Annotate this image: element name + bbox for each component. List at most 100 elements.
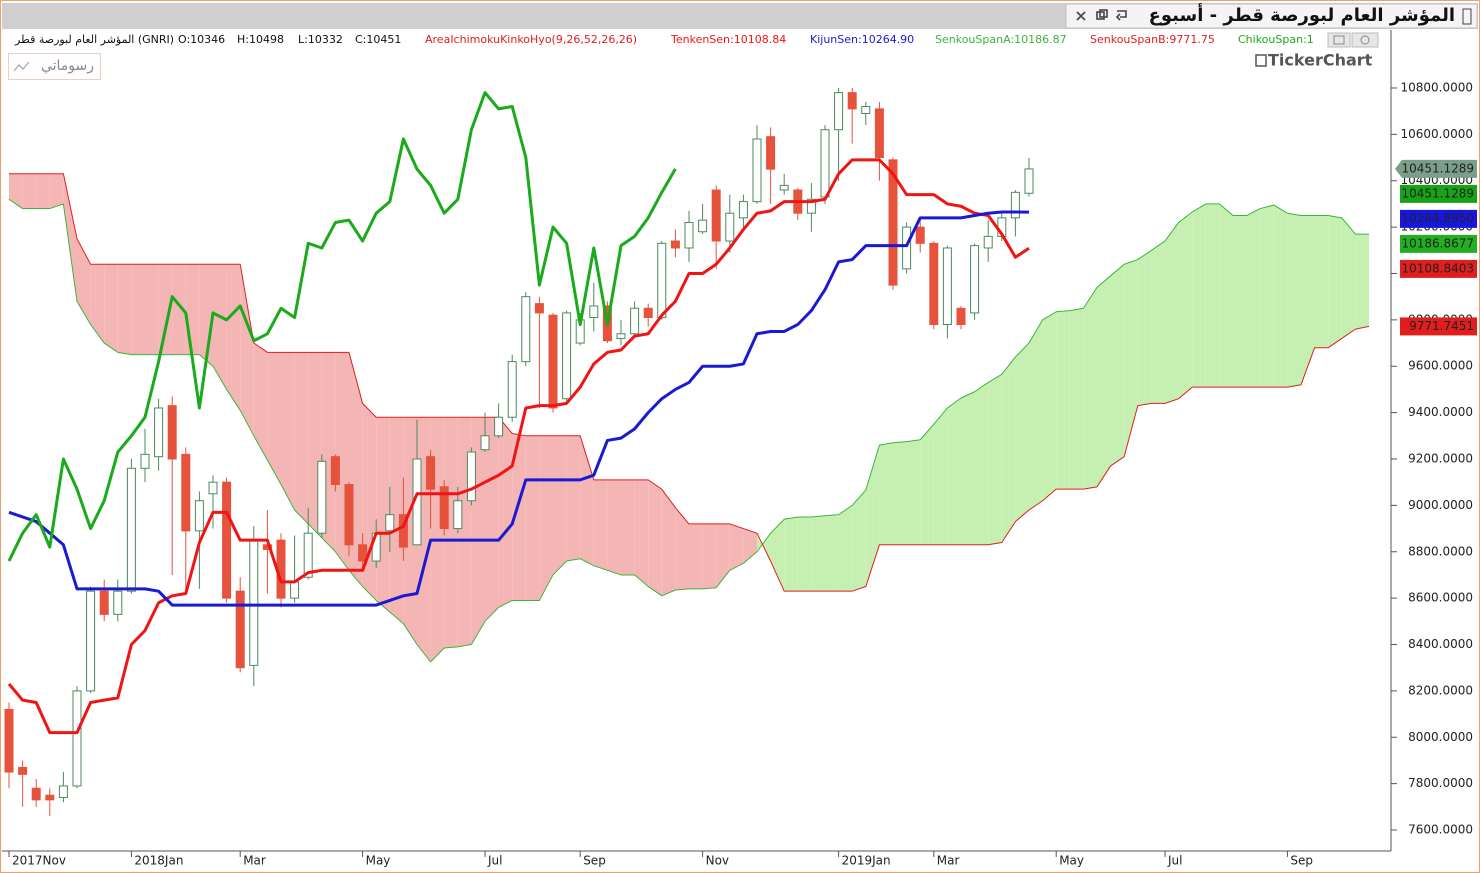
cloud xyxy=(389,417,404,624)
cloud xyxy=(1165,222,1179,404)
cloud xyxy=(104,264,118,353)
cloud xyxy=(689,523,703,589)
cloud xyxy=(906,439,921,545)
candle-body xyxy=(534,303,544,314)
y-tick-label: 10800.0000 xyxy=(1400,80,1473,94)
candle-body xyxy=(806,198,816,214)
x-tick-label: Jul xyxy=(487,854,502,868)
y-tick-label: 8800.0000 xyxy=(1408,544,1473,558)
candle-body xyxy=(31,787,41,801)
cloud xyxy=(1233,215,1247,388)
detach-icon[interactable] xyxy=(1115,10,1127,21)
legend-entry: KijunSen:10264.90 xyxy=(810,33,914,46)
ohlc-label: O:10346 xyxy=(178,33,225,46)
candle-body xyxy=(303,532,313,578)
tab-handle xyxy=(1462,8,1472,25)
cloud xyxy=(553,435,567,575)
indicator-label: AreaIchimokuKinkoHyo(9,26,52,26,26) xyxy=(425,33,637,46)
cloud xyxy=(784,516,798,592)
legend-entry: ChikouSpan:1 xyxy=(1238,33,1314,46)
cloud xyxy=(539,435,553,601)
candle-body xyxy=(358,544,368,562)
panel-icon xyxy=(1333,35,1345,45)
cloud xyxy=(961,391,975,545)
cloud xyxy=(213,264,227,390)
price-badge-label: 10451.1289 xyxy=(1401,186,1474,200)
window-icons xyxy=(1076,8,1472,25)
cloud xyxy=(1151,241,1165,404)
candle-body xyxy=(317,460,327,534)
cloud xyxy=(158,264,173,355)
cloud xyxy=(580,435,594,566)
cloud xyxy=(240,264,254,436)
cloud xyxy=(90,264,105,344)
drawings-button-label[interactable]: رسوماتي xyxy=(41,58,94,74)
y-tick-label: 9400.0000 xyxy=(1408,405,1473,419)
cloud xyxy=(226,264,241,411)
cloud xyxy=(63,173,77,302)
settings-button[interactable] xyxy=(1351,32,1379,48)
cloud xyxy=(879,442,893,545)
cloud xyxy=(77,238,91,325)
y-tick-label: 7800.0000 xyxy=(1408,776,1473,790)
y-tick-label: 9200.0000 xyxy=(1408,451,1473,465)
candle-body xyxy=(929,242,939,326)
cloud xyxy=(1015,343,1029,522)
cloud xyxy=(974,382,989,545)
candle-body xyxy=(113,590,123,615)
candle-body xyxy=(643,307,653,319)
close-icon[interactable] xyxy=(1076,11,1086,21)
cloud xyxy=(1056,310,1070,490)
candle-body xyxy=(86,590,96,692)
candle-body xyxy=(18,766,28,775)
cloud xyxy=(1137,250,1152,406)
candle-body xyxy=(589,305,599,319)
indicator-line xyxy=(7,91,677,562)
candle-body xyxy=(222,481,232,599)
cloud xyxy=(661,489,676,596)
cloud xyxy=(729,523,744,571)
indicator-line xyxy=(8,210,1030,607)
candle-body xyxy=(208,481,218,495)
candle-body xyxy=(670,240,680,249)
candle-body xyxy=(874,108,884,159)
panel-button[interactable] xyxy=(1327,32,1351,48)
candle-body xyxy=(1010,191,1020,219)
cloud xyxy=(267,352,281,485)
cloud xyxy=(471,417,485,645)
y-tick-label: 8400.0000 xyxy=(1408,637,1473,651)
cloud xyxy=(1273,205,1288,388)
candle-body xyxy=(548,314,558,409)
candle-body xyxy=(942,247,952,326)
candle-body xyxy=(521,296,531,363)
cloud xyxy=(566,435,581,562)
candle-body xyxy=(385,514,395,532)
cloud xyxy=(1192,203,1206,388)
cloud xyxy=(512,433,526,601)
candle-body xyxy=(956,307,966,326)
cloud xyxy=(716,523,730,588)
price-badge xyxy=(1400,184,1477,203)
price-badge xyxy=(1400,259,1477,278)
legend-entry: SenkouSpanB:9771.75 xyxy=(1090,33,1215,46)
cloud xyxy=(838,505,853,592)
candle-body xyxy=(820,129,830,198)
y-tick-label: 10600.0000 xyxy=(1400,127,1473,141)
logo: TickerChart xyxy=(1268,51,1373,70)
cloud xyxy=(294,352,309,524)
y-tick-label: 9000.0000 xyxy=(1408,498,1473,512)
cloud xyxy=(1314,215,1329,348)
drawings-button[interactable] xyxy=(8,53,101,80)
x-tick-label: Sep xyxy=(1290,854,1313,868)
cloud xyxy=(36,173,50,209)
candle-body xyxy=(126,467,136,592)
cloud xyxy=(1341,217,1356,339)
cloud xyxy=(1287,213,1301,388)
x-tick-label: Jul xyxy=(1167,854,1182,868)
price-badge xyxy=(1400,209,1477,228)
x-tick-label: May xyxy=(366,854,391,868)
y-tick-label: 7600.0000 xyxy=(1408,823,1473,837)
legend-entry: TenkenSen:10108.84 xyxy=(670,33,786,46)
candle-body xyxy=(167,405,177,460)
